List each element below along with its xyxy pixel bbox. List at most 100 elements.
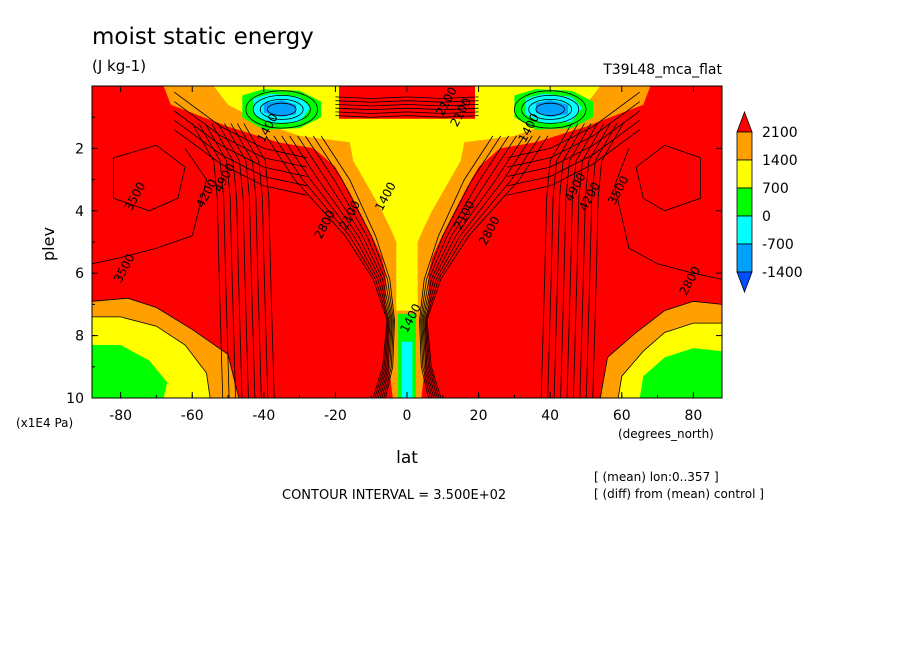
chart-title: moist static energy — [92, 24, 314, 50]
contour-north-dense-4 — [566, 123, 598, 398]
contour-south-dense-7 — [236, 123, 269, 398]
contour-minimum-loop-0-2 — [259, 99, 304, 120]
contour-arm-south-0 — [174, 91, 307, 159]
contour-north-dense-7 — [585, 123, 618, 398]
contour-shelf-1 — [335, 100, 479, 103]
contour-arm-north-4 — [507, 129, 640, 196]
contour-north-high-loop — [635, 144, 701, 212]
contour-north-2800 — [614, 148, 722, 280]
colorbar-label: 700 — [762, 181, 789, 197]
contour-arm-north-0 — [507, 91, 640, 159]
contour-south-dense-5 — [224, 123, 256, 398]
colorbar-segment — [736, 215, 753, 245]
contour-north-surface-2 — [617, 322, 722, 398]
contour-funnel-right-1 — [420, 135, 502, 398]
contour-arm-north-3 — [507, 119, 640, 187]
contour-south-dense-4 — [217, 123, 249, 398]
contour-minimum-loop-0-1 — [252, 95, 311, 124]
upper-south-blue — [263, 100, 296, 118]
south-polar-green — [92, 345, 168, 398]
contour-minimum-loop-0-3 — [267, 102, 297, 117]
contour-funnel-right-5 — [424, 135, 533, 398]
contour-funnel-left-0 — [320, 135, 395, 398]
x-tick-label: -80 — [109, 408, 132, 424]
contour-funnel-right-6 — [425, 135, 541, 398]
contour-funnel-right-0 — [419, 135, 494, 398]
colorbar-label: 1400 — [762, 153, 798, 169]
contour-funnel-left-1 — [312, 135, 394, 398]
y-axis-label: plev — [39, 227, 58, 261]
y-tick-label: 8 — [75, 329, 84, 345]
colorbar-segment — [736, 159, 753, 189]
note-diff: [ (diff) from (mean) control ] — [594, 487, 764, 501]
contour-south-high-loop — [113, 144, 186, 212]
y-axis-ticks: 2 4 6 8 10 — [66, 116, 722, 407]
contour-funnel-left-5 — [281, 135, 390, 398]
top-red-cap — [339, 86, 475, 119]
contour-arm-south-4 — [174, 129, 307, 196]
contour-funnel-right-2 — [421, 135, 510, 398]
contour-funnel-left-4 — [289, 135, 391, 398]
contour-south-3500 — [92, 148, 207, 265]
contour-arm-north-1 — [507, 101, 640, 168]
contour-shelf-5 — [335, 115, 479, 118]
contour-shelf-3 — [335, 107, 479, 111]
equator-cyan-column — [401, 341, 413, 398]
x-axis-label: lat — [396, 448, 418, 468]
contour-funnel-left-7 — [265, 135, 388, 398]
chart-units: (J kg-1) — [92, 57, 147, 75]
y-tick-label: 4 — [75, 204, 84, 220]
colorbar-label: 2100 — [762, 125, 798, 141]
x-tick-label: 60 — [613, 408, 631, 424]
y-tick-label: 6 — [75, 266, 84, 282]
x-tick-label: 40 — [541, 408, 559, 424]
contour-funnel-right-3 — [422, 135, 517, 398]
contour-minimum-loop-0-0 — [245, 90, 318, 129]
contour-shelf-4 — [335, 111, 479, 114]
x-tick-label: 80 — [684, 408, 702, 424]
contour-south-dense-3 — [211, 123, 243, 398]
x-tick-label: -20 — [324, 408, 347, 424]
contour-south-dense-2 — [204, 123, 236, 398]
colorbar-top-arrow — [736, 110, 753, 133]
colorbar-segment — [736, 243, 753, 273]
contour-south-dense-0 — [191, 123, 224, 398]
contour-arm-north-2 — [507, 110, 640, 177]
contour-interval: CONTOUR INTERVAL = 3.500E+02 — [282, 488, 507, 503]
north-polar-green — [639, 348, 722, 398]
x-tick-label: 0 — [403, 408, 412, 424]
contour-minimum-loop-1-3 — [535, 102, 565, 117]
colorbar-label: -1400 — [762, 265, 803, 281]
x-tick-label: -60 — [181, 408, 204, 424]
contour-south-dense-8 — [243, 123, 275, 398]
colorbar-bottom-arrow — [736, 271, 753, 294]
y-axis-units: (x1E4 Pa) — [16, 416, 73, 430]
contour-funnel-right-7 — [426, 135, 549, 398]
contour-funnel-left-3 — [297, 135, 392, 398]
upper-yellow-region — [213, 86, 601, 311]
y-tick-label: 10 — [66, 391, 84, 407]
contour-arm-south-3 — [174, 119, 307, 187]
x-axis-units: (degrees_north) — [618, 427, 714, 441]
contour-funnel-left-2 — [304, 135, 393, 398]
contour-south-surface-2 — [92, 316, 211, 398]
x-tick-label: 20 — [470, 408, 488, 424]
contour-arm-south-1 — [174, 101, 307, 168]
x-tick-label: -40 — [252, 408, 275, 424]
contour-north-dense-3 — [560, 123, 592, 398]
contour-shelf-2 — [335, 103, 479, 107]
contour-south-surface-1 — [92, 297, 240, 398]
contour-north-dense-2 — [553, 123, 585, 398]
contour-shelf-0 — [335, 96, 479, 99]
colorbar-label: 0 — [762, 209, 771, 225]
y-tick-label: 2 — [75, 141, 84, 157]
contour-minimum-loop-1-1 — [521, 95, 580, 124]
upper-north-blue — [535, 100, 569, 118]
contour-south-dense-1 — [198, 123, 230, 398]
contour-north-dense-0 — [540, 123, 573, 398]
contour-minimum-loop-1-2 — [528, 99, 573, 120]
colorbar-segment — [736, 131, 753, 161]
contour-north-dense-1 — [547, 123, 579, 398]
run-label: T39L48_mca_flat — [603, 62, 722, 78]
